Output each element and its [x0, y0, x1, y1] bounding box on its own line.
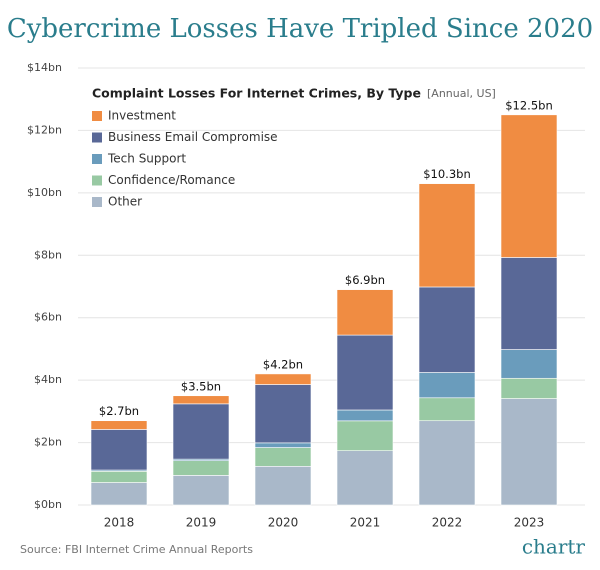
bar-segment [254, 442, 312, 448]
total-label: $12.5bn [505, 98, 553, 112]
bar-segment [500, 398, 558, 506]
x-tick-label: 2021 [350, 516, 381, 530]
bar-segment [90, 420, 148, 430]
bar-segment [418, 372, 476, 399]
legend-swatch [92, 132, 102, 143]
x-tick-label: 2022 [432, 516, 463, 530]
bar-segment [172, 475, 230, 506]
total-label: $6.9bn [345, 273, 385, 287]
bar-segment [500, 377, 558, 399]
bar-segment [172, 395, 230, 405]
legend-label: Other [108, 195, 142, 209]
bar-segment [336, 289, 394, 336]
total-label: $2.7bn [99, 404, 139, 418]
y-tick-label: $4bn [34, 373, 62, 386]
bar-segment [336, 420, 394, 451]
x-tick-label: 2023 [514, 516, 545, 530]
bar-segment [254, 384, 312, 444]
bar-segment [90, 470, 148, 483]
y-tick-label: $12bn [27, 123, 62, 136]
x-tick-label: 2020 [268, 516, 299, 530]
y-tick-label: $8bn [34, 248, 62, 261]
bar-segment [418, 286, 476, 373]
x-tick-label: 2019 [186, 516, 217, 530]
legend-label: Confidence/Romance [108, 173, 235, 187]
bar-segment [418, 183, 476, 288]
legend-swatch [92, 197, 102, 207]
bar-segment [418, 397, 476, 422]
x-tick-label: 2018 [104, 516, 135, 530]
legend-title: Complaint Losses For Internet Crimes, By… [92, 86, 421, 101]
bar-segment [254, 373, 312, 385]
bar-segment [500, 114, 558, 258]
logo: chartr [522, 535, 586, 559]
legend-label: Investment [108, 109, 176, 123]
legend-label: Business Email Compromise [108, 130, 278, 144]
y-tick-label: $10bn [27, 186, 62, 199]
legend-swatch [92, 154, 102, 164]
bar-segment [172, 460, 230, 476]
y-tick-label: $2bn [34, 436, 62, 449]
bar-segment [336, 334, 394, 411]
bar-segment [90, 482, 148, 506]
y-tick-label: $14bn [27, 61, 62, 74]
bar-segment [336, 409, 394, 422]
source: Source: FBI Internet Crime Annual Report… [20, 543, 253, 556]
y-tick-label: $6bn [34, 311, 62, 324]
bar-segment [172, 403, 230, 460]
legend-swatch [92, 111, 102, 121]
bar-segment [254, 465, 312, 506]
bar-segment [336, 450, 394, 506]
legend-swatch [92, 175, 102, 186]
legend-note: [Annual, US] [427, 87, 496, 100]
total-label: $4.2bn [263, 357, 303, 371]
bar-segment [254, 447, 312, 467]
chart-title: Cybercrime Losses Have Tripled Since 202… [7, 14, 593, 44]
legend-label: Tech Support [107, 152, 186, 166]
bar-segment [500, 257, 558, 350]
total-label: $3.5bn [181, 379, 221, 393]
total-label: $10.3bn [423, 167, 471, 181]
bar-segment [90, 429, 148, 471]
bar-segment [500, 349, 558, 379]
y-tick-label: $0bn [34, 498, 62, 511]
bar-segment [418, 420, 476, 506]
